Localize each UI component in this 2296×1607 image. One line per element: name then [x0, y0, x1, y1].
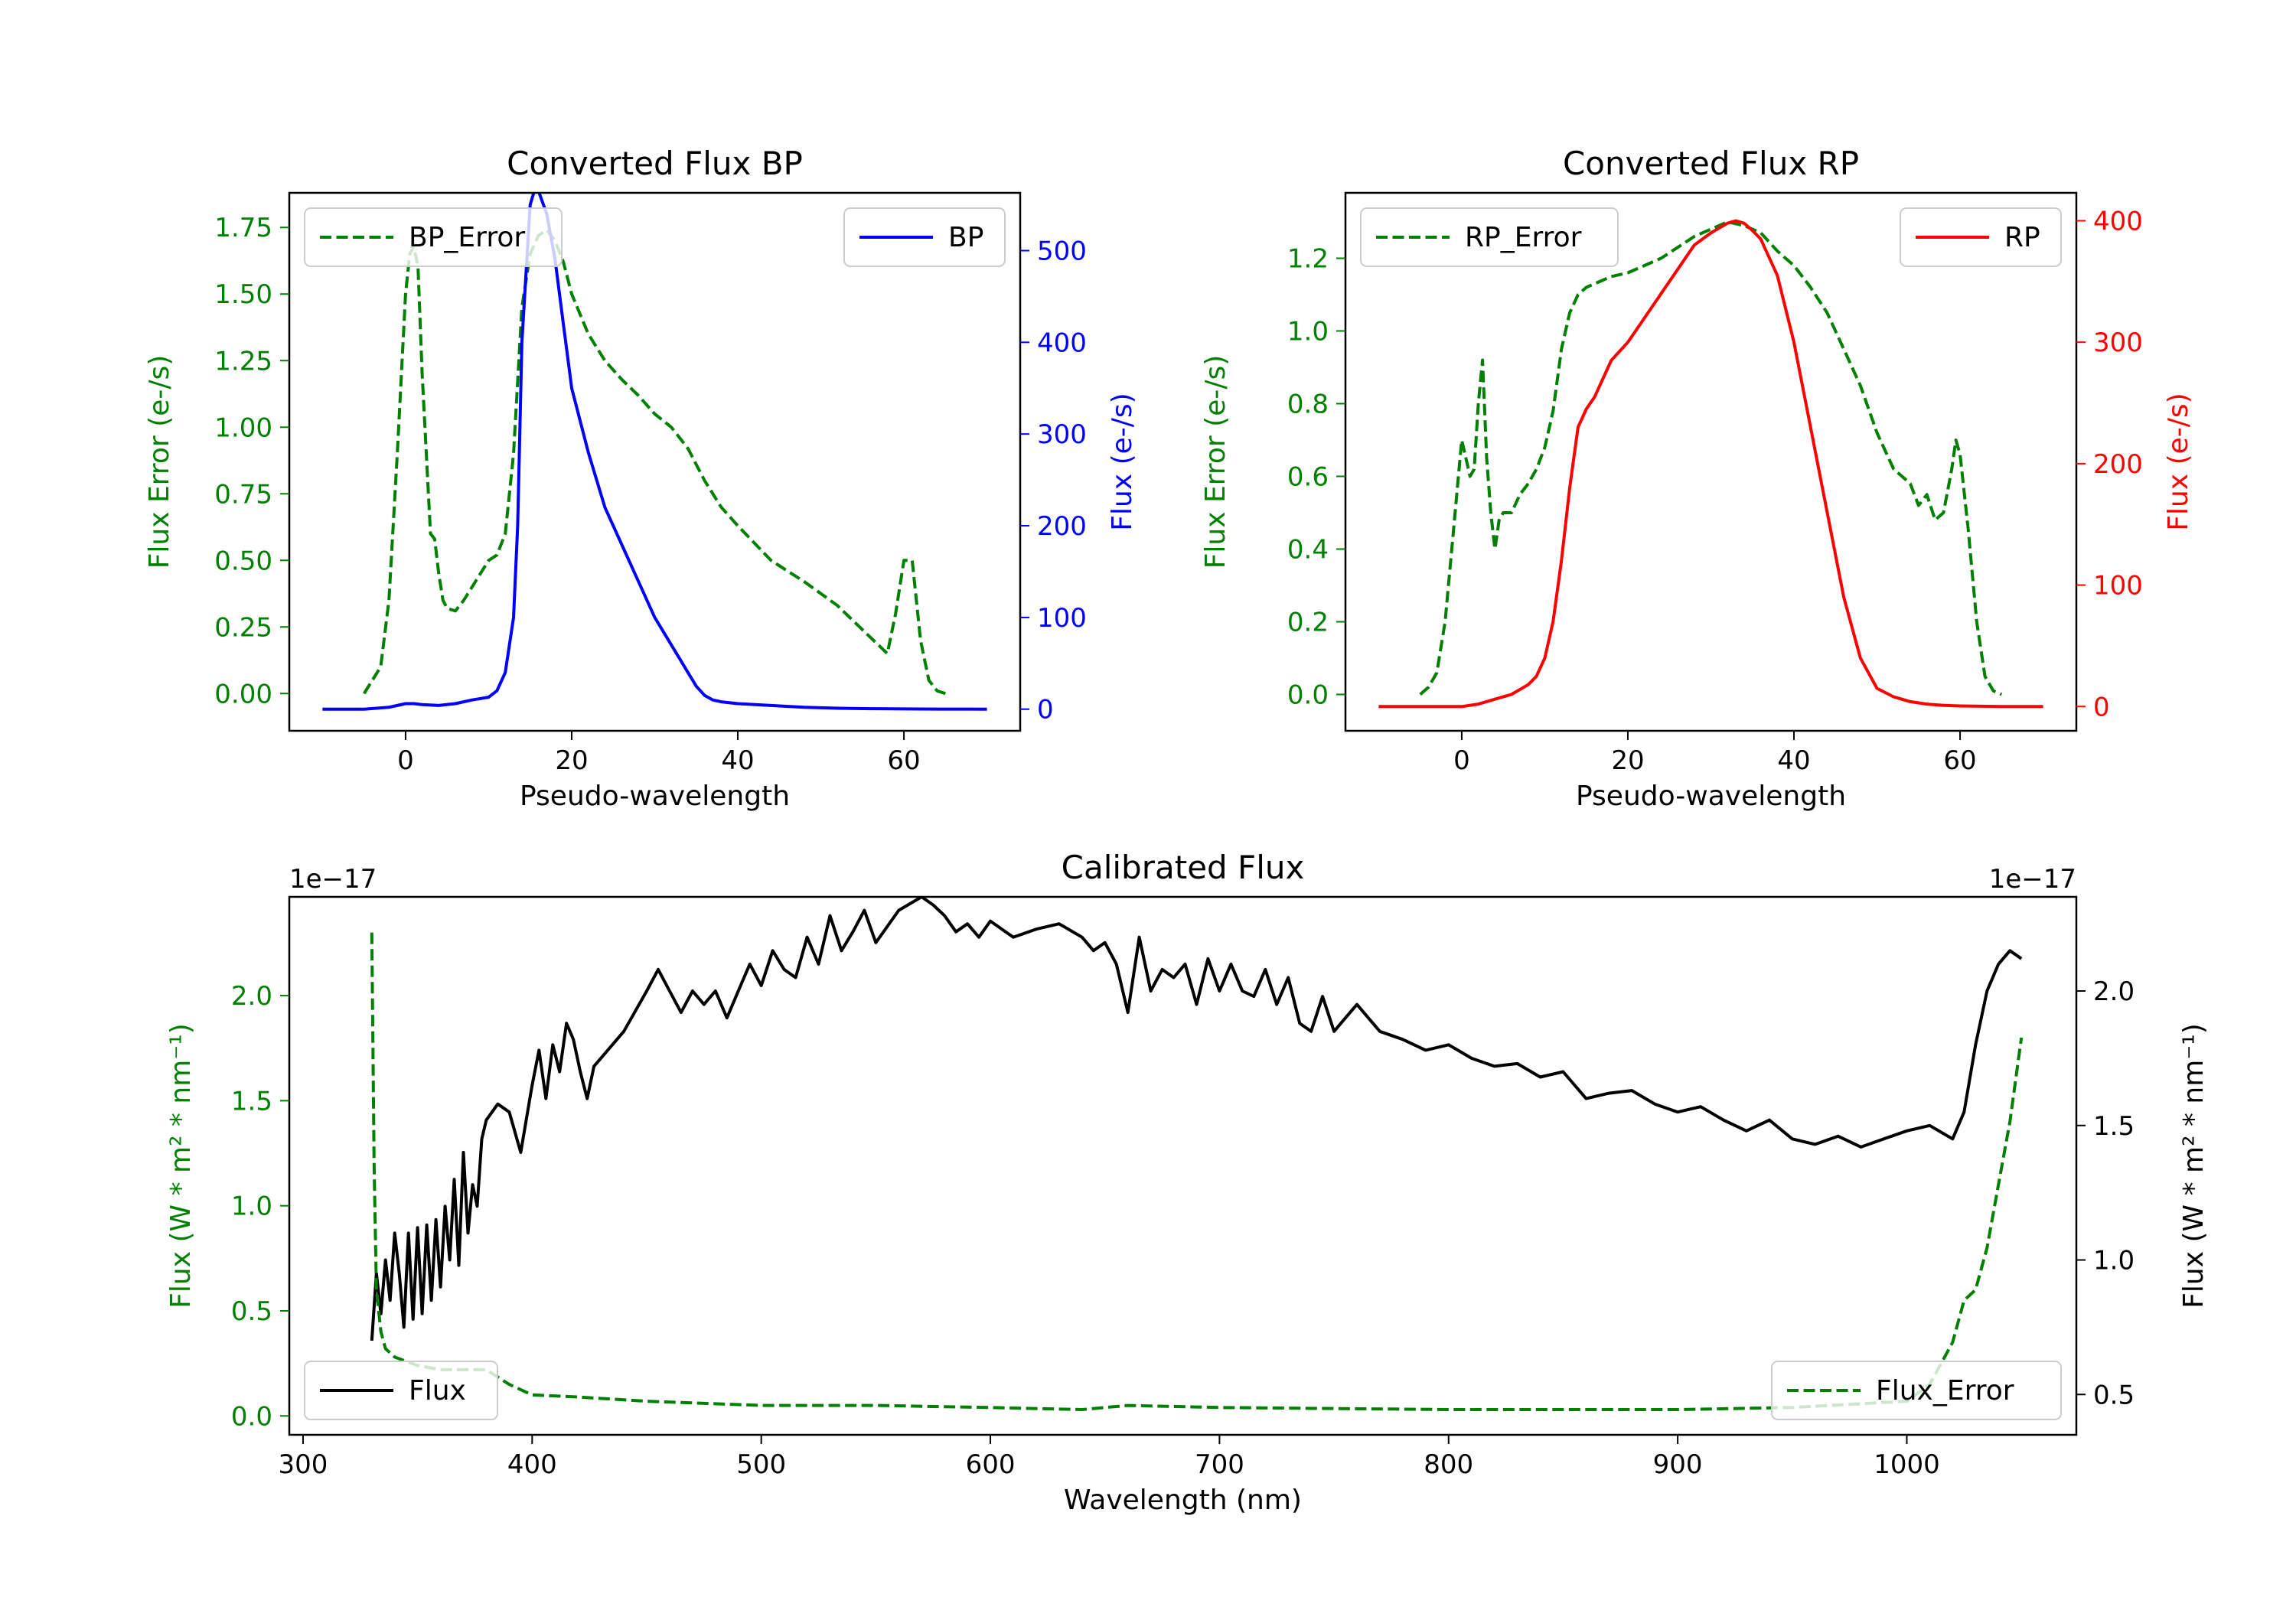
legend-label: RP	[2004, 222, 2040, 253]
x-axis-label: Wavelength (nm)	[1064, 1485, 1302, 1516]
y-right-tick-label: 200	[1037, 511, 1087, 542]
y-left-tick-label: 0.8	[1287, 390, 1329, 420]
x-tick-label: 500	[736, 1449, 786, 1480]
legend-rp-error: RP_Error	[1360, 207, 1619, 267]
y-right-tick-label: 1.5	[2093, 1111, 2135, 1142]
x-tick-label: 700	[1195, 1449, 1244, 1480]
y-right-axis-label: Flux (e-/s)	[1107, 393, 1138, 530]
y-left-tick-label: 1.50	[214, 279, 272, 310]
y-left-tick-label: 0.2	[1287, 608, 1329, 638]
series-line-rp-error	[1419, 220, 2003, 696]
x-tick-label: 300	[279, 1449, 328, 1480]
y-right-tick-label: 400	[1037, 328, 1087, 358]
chart-title: Converted Flux BP	[507, 145, 803, 182]
chart-panel-3: 300 400 500 600 700 800 900 1000 0.0 0.5 1.0 1.5 2.0…	[165, 849, 2210, 1516]
y-right-tick-label: 200	[2093, 449, 2143, 480]
legend-bp-error: BP_Error	[304, 207, 563, 267]
legend-label: BP	[948, 222, 983, 253]
x-tick-label: 400	[507, 1449, 557, 1480]
y-right-tick-label: 300	[1037, 419, 1087, 450]
plot-frame	[288, 191, 1022, 732]
legend-label: RP_Error	[1465, 222, 1582, 253]
y-left-tick-label: 0.4	[1287, 535, 1329, 566]
series-line-flux	[370, 897, 2023, 1341]
plot-frame	[288, 895, 2078, 1436]
y-right-tick-label: 0.5	[2093, 1380, 2135, 1410]
chart-title: Converted Flux RP	[1563, 145, 1859, 182]
y-right-tick-label: 500	[1037, 236, 1087, 267]
x-tick-label: 600	[966, 1449, 1016, 1480]
y-left-axis-label: Flux Error (e-/s)	[1200, 355, 1231, 569]
x-tick-label: 900	[1653, 1449, 1703, 1480]
y-right-axis-label: Flux (W * m² * nm⁻¹)	[2178, 1023, 2210, 1309]
legend-box	[304, 207, 563, 267]
y-right-tick-label: 0	[1037, 695, 1054, 725]
y-left-tick-label: 1.75	[214, 213, 272, 243]
y-right-offset-label: 1e−17	[1989, 864, 2076, 895]
x-tick-label: 40	[1777, 745, 1810, 776]
x-tick-label: 60	[1943, 745, 1976, 776]
legend-box	[1360, 207, 1619, 267]
legend-flux: Flux	[304, 1361, 498, 1420]
y-left-tick-label: 0.00	[214, 679, 272, 709]
y-right-tick-label: 1.0	[2093, 1246, 2135, 1276]
y-left-tick-label: 0.75	[214, 479, 272, 510]
chart-panel-2: 0 20 40 60 0.0 0.2 0.4 0.6 0.8 1.0 1.2 0 100 200 300 40…	[1200, 145, 2194, 812]
legend-rp: RP	[1900, 207, 2062, 267]
x-tick-label: 0	[397, 745, 414, 776]
y-left-tick-label: 1.25	[214, 346, 272, 376]
y-right-tick-label: 300	[2093, 328, 2143, 358]
series-line-flux-error	[370, 932, 2024, 1411]
chart-title: Calibrated Flux	[1062, 849, 1305, 886]
chart-panel-1: 0 20 40 60 0.00 0.25 0.50 0.75 1.00 1.25 1.50 1.75 0…	[144, 145, 1138, 812]
x-tick-label: 20	[555, 745, 588, 776]
series-line-bp-error	[363, 228, 946, 696]
series-line-bp	[322, 193, 987, 711]
y-left-tick-label: 0.0	[231, 1401, 272, 1432]
y-left-tick-label: 0.6	[1287, 462, 1329, 493]
y-left-tick-label: 0.5	[231, 1296, 272, 1327]
y-right-tick-label: 0	[2093, 692, 2110, 722]
y-right-axis-label: Flux (e-/s)	[2163, 393, 2194, 530]
x-axis-label: Pseudo-wavelength	[520, 781, 790, 812]
y-left-tick-label: 1.00	[214, 412, 272, 443]
y-right-tick-label: 400	[2093, 206, 2143, 236]
y-left-tick-label: 2.0	[231, 981, 272, 1012]
y-left-tick-label: 0.0	[1287, 680, 1329, 711]
y-left-tick-label: 0.25	[214, 612, 272, 643]
legend-box	[304, 1361, 498, 1420]
legend-box	[1771, 1361, 2062, 1420]
x-tick-label: 20	[1611, 745, 1644, 776]
x-axis-label: Pseudo-wavelength	[1576, 781, 1846, 812]
y-right-tick-label: 2.0	[2093, 976, 2135, 1007]
y-left-axis-label: Flux (W * m² * nm⁻¹)	[165, 1023, 197, 1309]
legend-flux-error: Flux_Error	[1771, 1361, 2062, 1420]
y-left-tick-label: 1.0	[1287, 317, 1329, 347]
y-left-axis-label: Flux Error (e-/s)	[144, 355, 175, 569]
y-left-tick-label: 1.2	[1287, 244, 1329, 275]
x-tick-label: 40	[721, 745, 754, 776]
legend-label: Flux	[409, 1375, 466, 1407]
y-left-tick-label: 0.50	[214, 546, 272, 576]
x-tick-label: 0	[1453, 745, 1470, 776]
plot-frame	[1344, 191, 2078, 732]
series-line-rp	[1378, 219, 2043, 709]
x-tick-label: 60	[887, 745, 920, 776]
x-tick-label: 1000	[1874, 1449, 1940, 1480]
y-left-tick-label: 1.0	[231, 1191, 272, 1222]
legend-bp: BP	[843, 207, 1006, 267]
legend-label: Flux_Error	[1876, 1375, 2014, 1407]
y-right-tick-label: 100	[1037, 603, 1087, 634]
legend-label: BP_Error	[409, 222, 525, 253]
y-left-tick-label: 1.5	[231, 1086, 272, 1116]
y-left-offset-label: 1e−17	[289, 864, 377, 895]
x-tick-label: 800	[1424, 1449, 1473, 1480]
y-right-tick-label: 100	[2093, 571, 2143, 601]
